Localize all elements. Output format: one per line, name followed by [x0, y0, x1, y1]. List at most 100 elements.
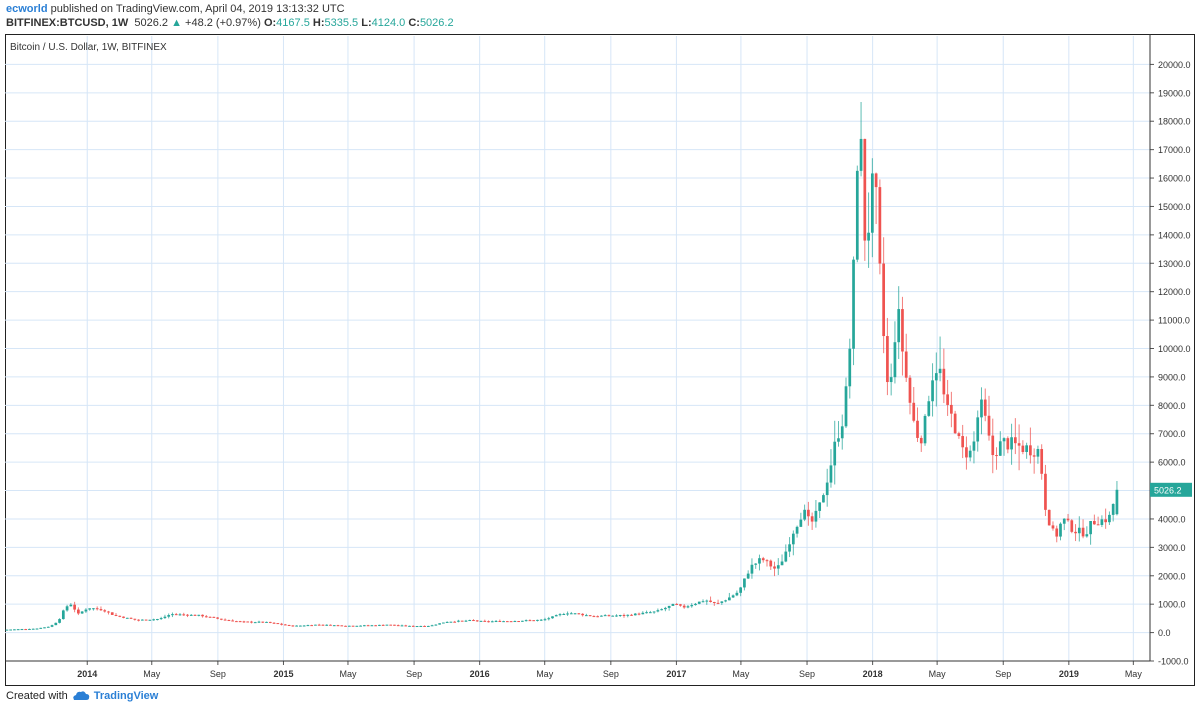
candle-body: [1089, 521, 1092, 535]
tradingview-logo[interactable]: TradingView: [93, 690, 159, 702]
y-tick-label: -1000.0: [1158, 657, 1189, 667]
candle-body: [648, 612, 652, 614]
candle-body: [231, 620, 235, 622]
candle-body: [539, 619, 543, 621]
candle-body: [325, 624, 329, 626]
candle-body: [24, 629, 28, 631]
candle-body: [114, 614, 118, 616]
candle-body: [543, 619, 547, 621]
candle-body: [712, 602, 716, 604]
candle-body: [961, 436, 965, 448]
candle-body: [212, 616, 216, 618]
candle-body: [393, 624, 396, 626]
candle-body: [596, 616, 600, 618]
candle-body: [419, 625, 423, 627]
candle-body: [998, 441, 1002, 456]
candle-body: [99, 609, 103, 611]
chart-frame[interactable]: [5, 34, 1195, 686]
y-tick-label: 7000.0: [1158, 429, 1186, 439]
candle-body: [569, 613, 573, 615]
candle-body: [874, 173, 878, 188]
candle-body: [607, 615, 611, 617]
candle-body: [566, 613, 569, 615]
candle-body: [840, 426, 844, 439]
x-tick-label: May: [929, 669, 947, 679]
y-tick-label: 17000.0: [1158, 145, 1191, 155]
candle-body: [1032, 455, 1036, 457]
candle-body: [84, 609, 88, 612]
candle-body: [227, 620, 231, 622]
candle-body: [483, 620, 487, 622]
candle-body: [129, 617, 133, 619]
candle-body: [837, 438, 840, 442]
candle-body: [468, 620, 472, 622]
candle-body: [238, 621, 242, 623]
candle-body: [1108, 514, 1111, 523]
candle-body: [321, 624, 325, 626]
candle-body: [355, 625, 359, 627]
candle-body: [220, 618, 223, 620]
candle-body: [901, 309, 904, 352]
candle-body: [897, 309, 901, 343]
candle-body: [671, 603, 675, 606]
candle-body: [332, 625, 336, 627]
candle-body: [855, 170, 859, 260]
candle-body: [581, 613, 584, 616]
candle-body: [1002, 438, 1006, 442]
high-value: 5335.5: [324, 17, 359, 29]
candle-body: [773, 566, 776, 569]
low-label: L:: [361, 17, 372, 29]
candle-body: [852, 259, 855, 349]
candle-body: [995, 455, 998, 457]
candle-body: [107, 611, 110, 613]
candle-body: [818, 502, 822, 511]
candle-body: [174, 614, 178, 616]
candle-body: [870, 173, 874, 233]
candle-body: [257, 621, 261, 623]
candle-body: [317, 624, 321, 626]
candle-body: [351, 625, 355, 627]
candle-body: [758, 558, 761, 564]
y-tick-label: 10000.0: [1158, 344, 1191, 354]
candle-body: [125, 617, 129, 619]
candle-body: [1055, 528, 1059, 537]
candle-body: [310, 625, 314, 627]
candle-body: [882, 263, 885, 337]
candle-body: [73, 604, 76, 610]
candle-body: [69, 604, 73, 607]
candle-body: [472, 620, 475, 622]
candle-body: [366, 625, 370, 627]
candle-body: [61, 610, 65, 620]
footer: Created with TradingView: [6, 690, 158, 702]
candle-body: [686, 606, 690, 608]
author-link[interactable]: ecworld: [6, 3, 48, 15]
candle-body: [77, 609, 80, 614]
candle-body: [1051, 525, 1055, 529]
candle-body: [701, 601, 705, 603]
candle-body: [1074, 531, 1077, 534]
candle-body: [637, 613, 641, 615]
candle-body: [13, 629, 16, 631]
candle-body: [329, 624, 332, 626]
candle-body: [953, 413, 957, 434]
candle-body: [743, 578, 746, 588]
candle-body: [761, 558, 765, 561]
candle-body: [434, 624, 438, 626]
candle-body: [208, 616, 212, 618]
candle-body: [201, 614, 204, 617]
low-value: 4124.0: [371, 17, 406, 29]
candle-body: [381, 624, 385, 626]
candle-body: [603, 615, 607, 617]
candle-body: [152, 619, 155, 621]
candle-body: [347, 625, 351, 627]
candle-body: [457, 620, 460, 622]
candle-body: [1017, 443, 1021, 446]
candle-body: [5, 629, 9, 631]
candle-body: [739, 587, 743, 593]
candle-body: [1006, 438, 1010, 450]
candle-body: [9, 629, 12, 631]
candle-body: [411, 625, 415, 627]
candle-body: [46, 626, 50, 628]
candle-body: [178, 614, 182, 616]
